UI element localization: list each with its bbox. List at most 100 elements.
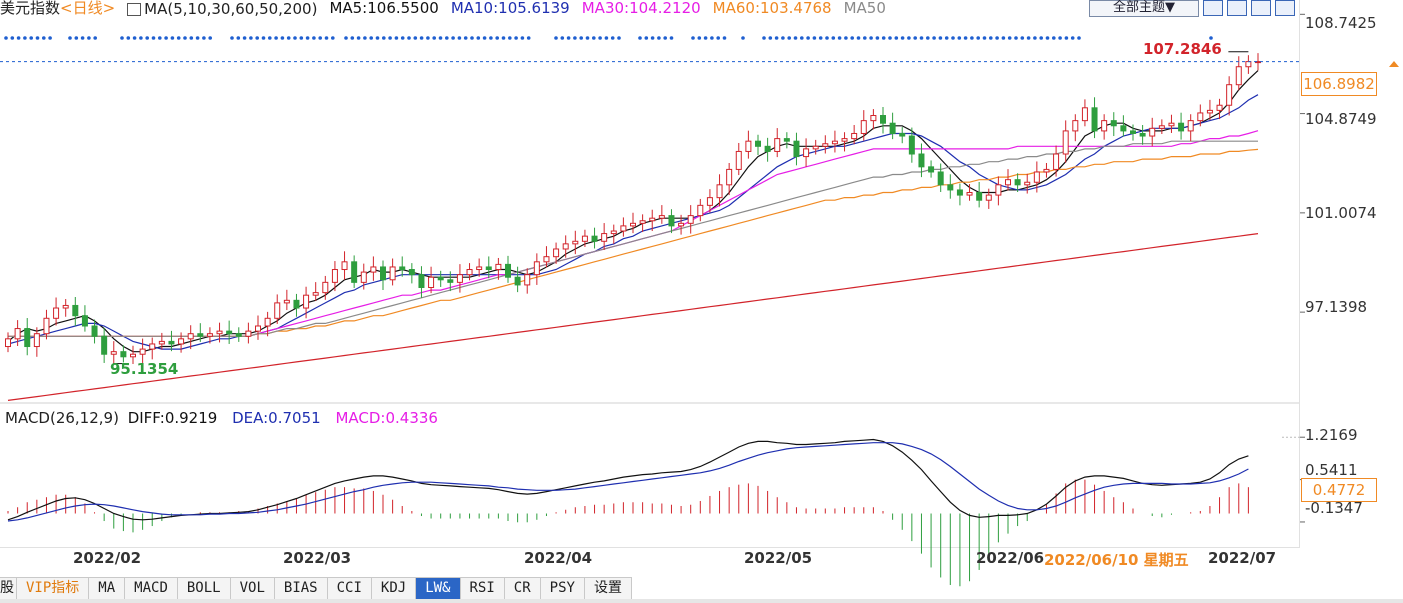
candle-body xyxy=(543,256,550,263)
signal-dot xyxy=(1014,36,1018,40)
candle-body xyxy=(764,145,771,152)
step-end-button[interactable] xyxy=(1275,0,1295,16)
signal-dot xyxy=(1007,36,1012,40)
signal-dot xyxy=(426,36,430,40)
signal-dot xyxy=(989,36,993,40)
candle-body xyxy=(985,194,992,201)
signal-dot xyxy=(324,36,329,40)
signal-dot xyxy=(598,36,602,40)
tab-macd[interactable]: MACD xyxy=(125,578,178,599)
candle-body xyxy=(581,235,588,242)
tab-settings[interactable]: 设置 xyxy=(584,578,632,599)
signal-dot xyxy=(526,36,531,40)
ma10-value: MA10:105.6139 xyxy=(450,0,570,17)
signal-dot xyxy=(74,36,79,40)
signal-dot xyxy=(261,36,266,40)
candle-body xyxy=(620,225,627,232)
zoom-tool-button[interactable] xyxy=(1227,0,1247,16)
macd-axis-tick-3: -0.1347 xyxy=(1305,499,1363,517)
signal-dot xyxy=(951,36,955,40)
signal-dot xyxy=(863,36,867,40)
current-price-tag: 106.8982 xyxy=(1301,72,1377,96)
tab-stock[interactable]: 股 xyxy=(0,578,17,599)
crosshair-tool-button[interactable] xyxy=(1203,0,1223,16)
signal-dot xyxy=(48,36,52,40)
signal-dot xyxy=(331,36,335,40)
step-forward-button[interactable] xyxy=(1251,0,1271,16)
signal-dot xyxy=(831,36,836,40)
ma50-value: MA50 xyxy=(843,0,886,17)
date-label-apr: 2022/04 xyxy=(524,549,593,567)
signal-dot xyxy=(970,36,974,40)
candle-body xyxy=(139,348,146,355)
signal-dot xyxy=(722,36,727,40)
signal-dot xyxy=(932,36,936,40)
candle-body xyxy=(466,269,473,276)
signal-dot xyxy=(825,36,829,40)
signal-dot xyxy=(1077,36,1081,40)
tab-bias[interactable]: BIAS xyxy=(274,578,328,599)
tab-cci[interactable]: CCI xyxy=(327,578,372,599)
tab-vol[interactable]: VOL xyxy=(230,578,275,599)
signal-dot xyxy=(585,36,590,40)
tab-vip-indicators[interactable]: VIP指标 xyxy=(17,578,90,599)
candle-body xyxy=(43,317,50,335)
candle-body xyxy=(399,266,406,271)
signal-dot xyxy=(762,36,766,40)
signal-dot xyxy=(363,36,367,40)
tab-rsi[interactable]: RSI xyxy=(460,578,505,599)
tab-psy[interactable]: PSY xyxy=(540,578,585,599)
signal-dot xyxy=(394,36,399,40)
signal-dot xyxy=(560,36,565,40)
theme-dropdown[interactable]: 全部主题▼ xyxy=(1089,0,1199,17)
candle-body xyxy=(370,266,377,273)
tab-kdj[interactable]: KDJ xyxy=(371,578,417,599)
ma-params-label: MA(5,10,30,60,50,200) xyxy=(144,0,318,18)
indicator-tabs: 股 VIP指标 MA MACD BOLL VOL BIAS CCI KDJ LW… xyxy=(0,577,632,600)
candle-body xyxy=(341,261,348,271)
period-label[interactable]: <日线> xyxy=(60,0,116,17)
candle-body xyxy=(226,330,233,335)
candle-body xyxy=(716,184,723,199)
tab-lw[interactable]: LW& xyxy=(416,578,461,599)
signal-dot xyxy=(1058,36,1062,40)
signal-dot xyxy=(87,36,91,40)
candle-body xyxy=(1168,122,1175,127)
tab-cr[interactable]: CR xyxy=(504,578,541,599)
signal-dot xyxy=(274,36,278,40)
signal-dot xyxy=(812,36,817,40)
signal-dot xyxy=(1052,36,1056,40)
horizontal-scrollbar[interactable] xyxy=(0,599,1403,603)
candle-body xyxy=(24,328,31,348)
signal-dot xyxy=(350,36,355,40)
signal-dot xyxy=(29,36,33,40)
tab-ma[interactable]: MA xyxy=(89,578,126,599)
candle-body xyxy=(120,351,127,358)
candle-body xyxy=(81,315,88,327)
ma-settings[interactable]: MA(5,10,30,60,50,200) xyxy=(127,0,317,17)
signal-dot xyxy=(489,36,493,40)
candle-body xyxy=(841,138,848,142)
candle-body xyxy=(1149,127,1156,137)
candle-body xyxy=(995,184,1002,196)
candle-body xyxy=(630,222,636,227)
signal-dot xyxy=(139,36,143,40)
candle-body xyxy=(447,279,454,283)
macd-title[interactable]: MACD(26,12,9) xyxy=(5,409,119,427)
candle-body xyxy=(966,192,973,196)
signal-dot xyxy=(774,36,779,40)
candle-body xyxy=(274,302,281,319)
ma-line-ma60 xyxy=(8,148,1259,337)
candle-body xyxy=(639,220,646,224)
candle-body xyxy=(658,215,665,219)
signal-dot xyxy=(432,36,437,40)
candle-body xyxy=(562,243,569,250)
current-price-arrow-icon xyxy=(1389,61,1399,67)
tab-boll[interactable]: BOLL xyxy=(177,578,231,599)
signal-dot xyxy=(501,36,506,40)
signal-dot xyxy=(610,36,615,40)
signal-dot xyxy=(189,36,194,40)
signal-dot xyxy=(818,36,823,40)
signal-dot xyxy=(16,36,21,40)
signal-dot xyxy=(457,36,462,40)
